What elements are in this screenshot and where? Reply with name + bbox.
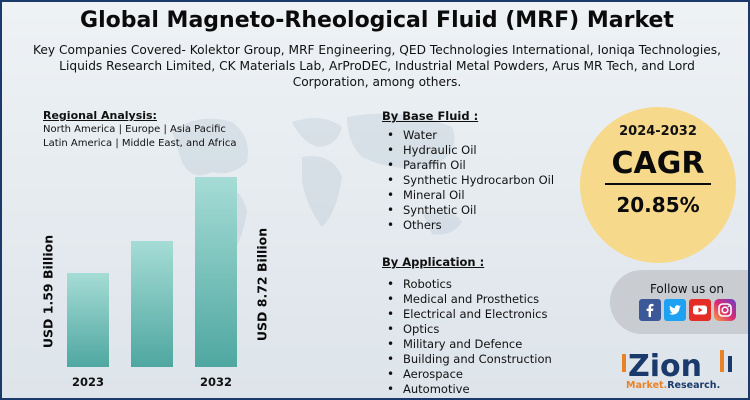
cagr-label: CAGR bbox=[611, 146, 705, 181]
page-title: Global Magneto-Rheological Fluid (MRF) M… bbox=[80, 8, 674, 33]
cagr-value: 20.85% bbox=[616, 193, 700, 217]
zion-logo: Zion bbox=[622, 349, 732, 384]
list-item: Building and Construction bbox=[387, 352, 587, 367]
bar-value-label-2032: USD 8.72 Billion bbox=[254, 227, 270, 342]
youtube-icon[interactable] bbox=[689, 299, 711, 321]
instagram-icon[interactable] bbox=[714, 299, 736, 321]
list-item: Mineral Oil bbox=[387, 188, 587, 203]
list-item: Water bbox=[387, 128, 587, 143]
bar-value-label-2023: USD 1.59 Billion bbox=[40, 234, 56, 349]
key-companies-text: Key Companies Covered- Kolektor Group, M… bbox=[33, 43, 721, 89]
cagr-period: 2024-2032 bbox=[619, 124, 697, 139]
zion-logo-word: Zion bbox=[628, 349, 702, 384]
list-item: Medical and Prosthetics bbox=[387, 292, 587, 307]
tagline-market: Market. bbox=[626, 380, 668, 391]
brand-tagline: Market.Research. bbox=[626, 380, 720, 391]
facebook-icon[interactable] bbox=[639, 299, 661, 321]
list-item: Synthetic Oil bbox=[387, 203, 587, 218]
base-fluid-list: WaterHydraulic OilParaffin OilSynthetic … bbox=[387, 128, 587, 233]
list-item: Robotics bbox=[387, 277, 587, 292]
bar-1 bbox=[67, 273, 109, 367]
list-item: Military and Defence bbox=[387, 337, 587, 352]
x-tick-label-2032: 2032 bbox=[200, 375, 232, 389]
bar-2 bbox=[131, 241, 173, 367]
x-tick-layer: 2023 2032 bbox=[72, 375, 232, 389]
cagr-underline bbox=[605, 183, 711, 185]
twitter-icon[interactable] bbox=[664, 299, 686, 321]
base-fluid-heading: By Base Fluid : bbox=[382, 109, 479, 123]
bar-3 bbox=[195, 177, 237, 367]
follow-us-label: Follow us on bbox=[649, 282, 725, 296]
list-item: Hydraulic Oil bbox=[387, 143, 587, 158]
tagline-suffix: . bbox=[716, 380, 721, 391]
regional-analysis-heading: Regional Analysis: bbox=[43, 109, 157, 122]
bars-layer bbox=[67, 177, 237, 367]
cagr-circle bbox=[580, 107, 736, 263]
market-size-bar-chart: 2023 2032 bbox=[67, 177, 237, 389]
regional-line-2: Latin America | Middle East, and Africa bbox=[43, 138, 237, 149]
list-item: Others bbox=[387, 218, 587, 233]
list-item: Optics bbox=[387, 322, 587, 337]
list-item: Paraffin Oil bbox=[387, 158, 587, 173]
regional-line-1: North America | Europe | Asia Pacific bbox=[43, 124, 226, 135]
list-item: Aerospace bbox=[387, 367, 587, 382]
list-item: Electrical and Electronics bbox=[387, 307, 587, 322]
application-heading: By Application : bbox=[382, 255, 485, 269]
tagline-research: Research bbox=[667, 380, 717, 391]
application-list: RoboticsMedical and ProstheticsElectrica… bbox=[387, 277, 587, 397]
list-item: Automotive bbox=[387, 382, 587, 397]
list-item: Synthetic Hydrocarbon Oil bbox=[387, 173, 587, 188]
x-tick-label-2023: 2023 bbox=[72, 375, 104, 389]
